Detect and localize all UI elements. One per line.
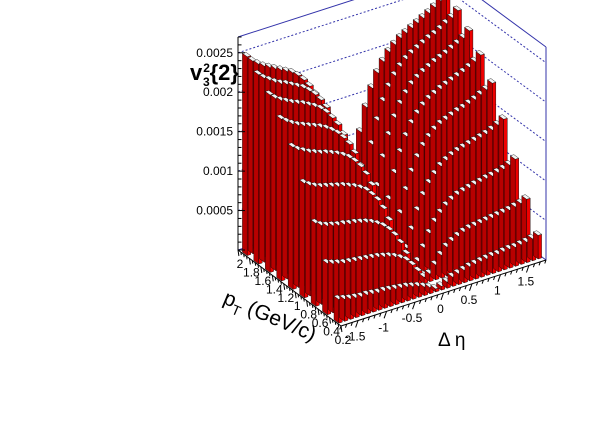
x-tick-label: -1.5: [345, 330, 366, 344]
y-tick-label: 0.2: [335, 333, 352, 347]
y-tick-label: 1.4: [266, 282, 283, 296]
y-tick-label: 0.4: [323, 325, 340, 339]
bar-histogram: [241, 0, 543, 324]
x-axis: -1.5 -1 -0.5 0 0.5 1 1.5: [339, 259, 547, 344]
x-tick-label: -1: [378, 320, 389, 334]
x-tick-label: 0.5: [461, 293, 478, 307]
z-tick-label: 0.0005: [196, 204, 233, 218]
x-tick-label: 0: [437, 302, 444, 316]
z-tick-label: 0.002: [203, 85, 233, 99]
z-axis-label: v2 3{2}: [190, 60, 239, 89]
y-tick-label: 2: [237, 257, 244, 271]
bar: [532, 230, 543, 260]
y-tick-label: 1: [294, 299, 301, 313]
x-tick-label: -0.5: [402, 311, 423, 325]
z-axis: 0.0005 0.001 0.0015 0.002 0.0025: [196, 36, 245, 251]
x-tick-label: 1.5: [518, 275, 535, 289]
y-tick-label: 0.6: [312, 316, 329, 330]
y-tick-label: 0.8: [300, 308, 317, 322]
x-axis-label: Δ η: [438, 330, 466, 351]
y-tick-label: 1.8: [243, 265, 260, 279]
z-tick-label: 0.0025: [196, 46, 233, 60]
y-tick-label: 1.2: [277, 291, 294, 305]
x-tick-label: 1: [494, 284, 501, 298]
z-tick-label: 0.001: [203, 164, 233, 178]
bar: [436, 281, 446, 291]
y-tick-label: 1.6: [255, 274, 272, 288]
z-tick-label: 0.0015: [196, 125, 233, 139]
axes: -1.5-1-0.500.511.50.20.40.60.811.21.41.6…: [196, 36, 547, 347]
y-axis: 0.20.40.60.811.21.41.61.82: [237, 249, 352, 347]
